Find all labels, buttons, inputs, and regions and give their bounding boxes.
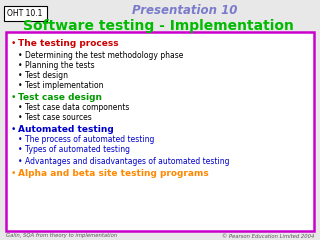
Text: Test implementation: Test implementation	[25, 82, 103, 90]
Text: Test design: Test design	[25, 72, 68, 80]
Text: •: •	[18, 82, 22, 90]
Text: The testing process: The testing process	[18, 40, 119, 48]
FancyBboxPatch shape	[4, 6, 46, 20]
Text: © Pearson Education Limited 2004: © Pearson Education Limited 2004	[222, 234, 314, 239]
Text: •: •	[18, 114, 22, 122]
Text: Software testing - Implementation: Software testing - Implementation	[23, 19, 293, 33]
Text: Test case data components: Test case data components	[25, 103, 129, 113]
Text: Test case sources: Test case sources	[25, 114, 92, 122]
Text: •: •	[18, 145, 22, 155]
Text: Determining the test methodology phase: Determining the test methodology phase	[25, 52, 183, 60]
Text: •: •	[11, 92, 16, 102]
Text: •: •	[18, 61, 22, 71]
Text: Presentation 10: Presentation 10	[132, 5, 238, 18]
Text: •: •	[18, 103, 22, 113]
Text: •: •	[11, 125, 16, 133]
Text: OHT 10.1: OHT 10.1	[7, 8, 43, 18]
Text: •: •	[18, 156, 22, 166]
Text: Galin, SQA from theory to implementation: Galin, SQA from theory to implementation	[6, 234, 117, 239]
Text: Automated testing: Automated testing	[18, 125, 114, 133]
Text: Advantages and disadvantages of automated testing: Advantages and disadvantages of automate…	[25, 156, 229, 166]
Text: The process of automated testing: The process of automated testing	[25, 136, 154, 144]
Text: Test case design: Test case design	[18, 92, 102, 102]
Text: •: •	[11, 169, 16, 179]
FancyBboxPatch shape	[5, 31, 314, 230]
Text: •: •	[11, 40, 16, 48]
Text: •: •	[18, 136, 22, 144]
Text: Alpha and beta site testing programs: Alpha and beta site testing programs	[18, 169, 209, 179]
Text: Types of automated testing: Types of automated testing	[25, 145, 130, 155]
Text: •: •	[18, 52, 22, 60]
Text: •: •	[18, 72, 22, 80]
Text: Planning the tests: Planning the tests	[25, 61, 95, 71]
